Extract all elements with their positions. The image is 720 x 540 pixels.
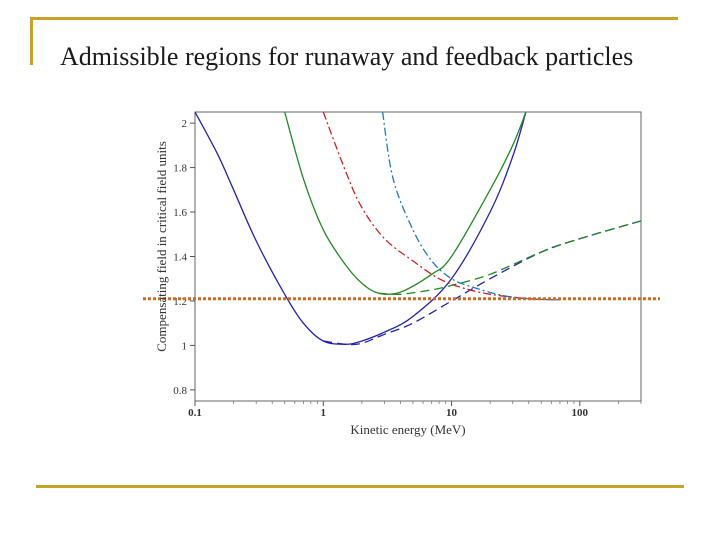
title-accent-left-line — [30, 17, 33, 65]
series-line-1 — [195, 112, 527, 345]
y-tick-label: 2 — [182, 118, 188, 130]
y-tick-label: 1.4 — [173, 252, 187, 264]
y-tick-label: 1.6 — [173, 207, 187, 219]
slide-title: Admissible regions for runaway and feedb… — [60, 42, 634, 71]
x-tick-label: 1 — [321, 407, 327, 419]
x-axis-title: Kinetic energy (MeV) — [350, 422, 465, 437]
series-line-3 — [284, 112, 527, 296]
series-line-4 — [378, 220, 641, 296]
y-tick-label: 0.8 — [173, 385, 187, 397]
y-axis-title: Compensating field in critical field uni… — [154, 141, 169, 351]
plot-area-frame — [194, 111, 642, 402]
x-tick-label: 10 — [446, 407, 458, 419]
series-line-6 — [381, 112, 560, 301]
x-tick-label: 100 — [572, 407, 589, 419]
series-line-2 — [323, 220, 641, 346]
series-line-5 — [322, 112, 560, 301]
title-accent-top-line — [30, 17, 678, 20]
footer-accent-line — [36, 485, 684, 488]
y-tick-label: 1 — [182, 340, 188, 352]
y-tick-label: 1.8 — [173, 163, 187, 175]
x-tick-label: 0.1 — [188, 407, 202, 419]
